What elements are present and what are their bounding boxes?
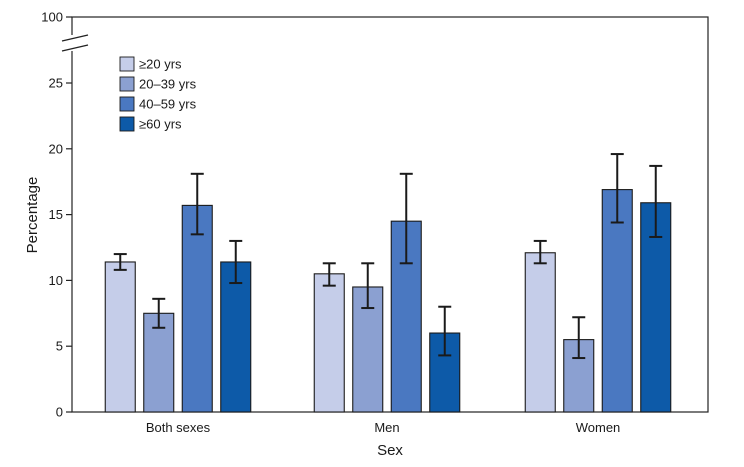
y-tick-label: 25 (49, 76, 63, 91)
bars (104, 189, 672, 413)
y-axis-label: Percentage (24, 177, 41, 254)
legend-swatch (119, 56, 135, 72)
bar (104, 261, 136, 413)
axis-break (60, 34, 89, 52)
x-tick-label: Both sexes (146, 420, 211, 435)
bar (524, 252, 556, 413)
error-bars (113, 153, 663, 360)
bar (313, 273, 345, 413)
x-axis-ticks: Both sexes Men Women (146, 420, 620, 435)
x-tick-label: Men (374, 420, 399, 435)
y-tick-label: 10 (49, 273, 63, 288)
bar (601, 189, 633, 413)
y-tick-label: 0 (56, 405, 63, 420)
x-tick-label: Women (576, 420, 621, 435)
y-tick-label: 15 (49, 207, 63, 222)
y-tick-label: 20 (49, 141, 63, 156)
legend-swatch (119, 76, 135, 92)
y-tick-label: 100 (41, 10, 63, 25)
bar (220, 261, 252, 413)
legend-label: ≥60 yrs (139, 117, 182, 132)
legend-label: 20–39 yrs (139, 77, 197, 92)
legend-label: 40–59 yrs (139, 97, 197, 112)
y-tick-label: 5 (56, 339, 63, 354)
y-axis-ticks: 0 5 10 15 20 25 100 (41, 10, 72, 420)
legend-swatch (119, 96, 135, 112)
bar (143, 312, 175, 413)
bar (181, 204, 213, 413)
legend: ≥20 yrs 20–39 yrs 40–59 yrs ≥60 yrs (119, 56, 197, 132)
x-axis-label: Sex (377, 442, 403, 459)
legend-label: ≥20 yrs (139, 57, 182, 72)
legend-swatch (119, 116, 135, 132)
